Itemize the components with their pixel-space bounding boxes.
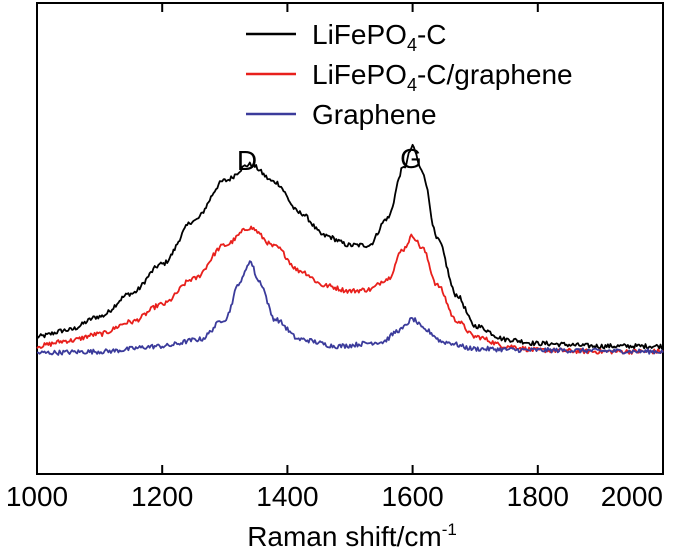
legend-entry-lifepo4-c: LiFePO4-C (312, 19, 447, 55)
x-tick-label-1800: 1800 (507, 481, 569, 512)
legend-entry-suffix: -C (417, 19, 447, 50)
series-line-lifepo4-c (36, 143, 664, 350)
legend-entry-suffix: -C/graphene (417, 59, 573, 90)
x-axis-title: Raman shift/cm-1 (247, 520, 457, 552)
x-tick-label-1400: 1400 (256, 481, 318, 512)
peak-label-g: G (400, 143, 422, 174)
x-tick-label-1600: 1600 (381, 481, 443, 512)
peak-label-d: D (237, 145, 257, 176)
legend-entry-subscript: 4 (407, 75, 417, 95)
legend-entry-lifepo4-c-graphene: LiFePO4-C/graphene (312, 59, 573, 95)
legend-entry-prefix: LiFePO (312, 19, 407, 50)
plot-frame (36, 2, 664, 475)
series-line-lifepo4-c-graphene (36, 225, 664, 355)
series-layer (36, 143, 664, 356)
tick-marks (36, 3, 664, 474)
x-tick-labels: 1000 1200 1400 1600 1800 2000 (6, 481, 663, 512)
x-axis-title-superscript: -1 (442, 520, 457, 539)
legend-entry-subscript: 4 (407, 35, 417, 55)
x-axis-title-text: Raman shift/cm (247, 521, 442, 552)
legend-entry-prefix: LiFePO (312, 59, 407, 90)
legend: LiFePO4-C LiFePO4-C/graphene Graphene (246, 19, 573, 130)
x-tick-label-1200: 1200 (131, 481, 193, 512)
legend-entry-graphene: Graphene (312, 99, 437, 130)
x-tick-label-2000: 2000 (601, 481, 663, 512)
series-line-graphene (37, 260, 664, 356)
x-tick-label-1000: 1000 (6, 481, 68, 512)
